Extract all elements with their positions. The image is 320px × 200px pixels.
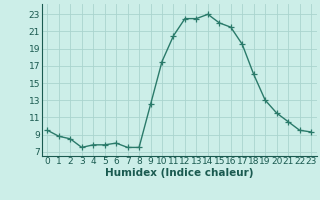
X-axis label: Humidex (Indice chaleur): Humidex (Indice chaleur): [105, 168, 253, 178]
